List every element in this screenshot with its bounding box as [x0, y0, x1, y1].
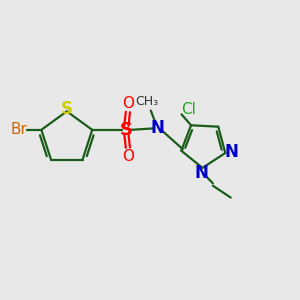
- Text: N: N: [151, 119, 164, 137]
- Text: O: O: [122, 96, 134, 111]
- Text: O: O: [122, 148, 134, 164]
- Text: N: N: [194, 164, 208, 182]
- Text: Cl: Cl: [181, 102, 196, 117]
- Text: CH₃: CH₃: [135, 94, 158, 107]
- Text: S: S: [61, 100, 73, 118]
- Text: N: N: [225, 142, 239, 160]
- Text: Br: Br: [11, 122, 28, 137]
- Text: S: S: [120, 121, 133, 139]
